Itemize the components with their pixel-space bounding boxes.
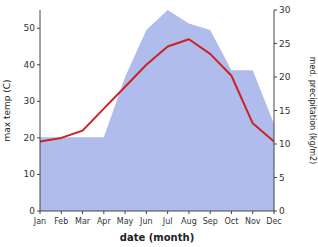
x-tick bbox=[252, 211, 253, 214]
chart-svg: 0 10 20 30 40 50 0 5 10 15 20 25 30 Jan Feb Mar Apr May Ju… bbox=[0, 0, 318, 247]
x-tick bbox=[103, 211, 104, 214]
y-tick bbox=[37, 174, 40, 175]
left-axis-line bbox=[40, 10, 41, 211]
x-tick-label: Sep bbox=[203, 217, 218, 226]
x-tick bbox=[167, 211, 168, 214]
y-tick bbox=[37, 137, 40, 138]
y2-tick-label: 15 bbox=[279, 106, 290, 116]
x-axis-line bbox=[40, 211, 274, 212]
y2-tick-label: 5 bbox=[279, 173, 285, 183]
y-tick bbox=[37, 101, 40, 102]
y-tick-label: 10 bbox=[24, 169, 36, 179]
y2-tick-label: 25 bbox=[279, 39, 290, 49]
x-tick bbox=[188, 211, 189, 214]
y2-tick-label: 20 bbox=[279, 72, 291, 82]
x-tick-label: Nov bbox=[245, 217, 261, 226]
x-tick bbox=[125, 211, 126, 214]
y-tick-label: 40 bbox=[24, 60, 36, 70]
plot-area bbox=[40, 10, 274, 211]
x-tick bbox=[146, 211, 147, 214]
y2-tick-label: 0 bbox=[279, 206, 285, 216]
x-tick-label: Mar bbox=[75, 217, 91, 226]
x-tick-label: Dec bbox=[266, 217, 281, 226]
x-tick bbox=[82, 211, 83, 214]
y-tick-label: 0 bbox=[29, 206, 35, 216]
y-tick-label: 50 bbox=[24, 23, 36, 33]
y2-tick bbox=[274, 177, 277, 178]
x-tick bbox=[231, 211, 232, 214]
x-tick-label: May bbox=[117, 217, 134, 226]
x-tick-label: Oct bbox=[225, 217, 239, 226]
x-tick bbox=[274, 211, 275, 214]
x-tick-label: Feb bbox=[54, 217, 68, 226]
y2-tick bbox=[274, 144, 277, 145]
chart-container: 0 10 20 30 40 50 0 5 10 15 20 25 30 Jan Feb Mar Apr May Ju… bbox=[0, 0, 318, 247]
x-tick-label: Apr bbox=[97, 217, 112, 226]
y2-tick bbox=[274, 10, 277, 11]
x-tick bbox=[40, 211, 41, 214]
x-tick-label: Aug bbox=[181, 217, 197, 226]
y-axis-label: max temp (C) bbox=[2, 79, 12, 141]
y-tick-label: 20 bbox=[24, 133, 36, 143]
temperature-line bbox=[40, 39, 274, 141]
x-tick-label: Jun bbox=[139, 217, 153, 226]
axes: 0 10 20 30 40 50 0 5 10 15 20 25 30 Jan Feb Mar Apr May Ju… bbox=[24, 5, 291, 226]
y2-tick bbox=[274, 77, 277, 78]
precipitation-area bbox=[40, 10, 274, 211]
x-tick-label: Jul bbox=[162, 217, 173, 226]
y2-axis-label: med. precipitation (kg/m2) bbox=[308, 57, 317, 164]
y-tick bbox=[37, 28, 40, 29]
x-tick-label: Jan bbox=[33, 217, 46, 226]
x-tick bbox=[210, 211, 211, 214]
y2-tick bbox=[274, 43, 277, 44]
y2-tick bbox=[274, 110, 277, 111]
x-tick bbox=[61, 211, 62, 214]
x-axis-label: date (month) bbox=[120, 232, 194, 243]
y2-tick-label: 30 bbox=[279, 5, 291, 15]
y-tick bbox=[37, 64, 40, 65]
y-tick-label: 30 bbox=[24, 96, 36, 106]
y2-tick-label: 10 bbox=[279, 139, 291, 149]
